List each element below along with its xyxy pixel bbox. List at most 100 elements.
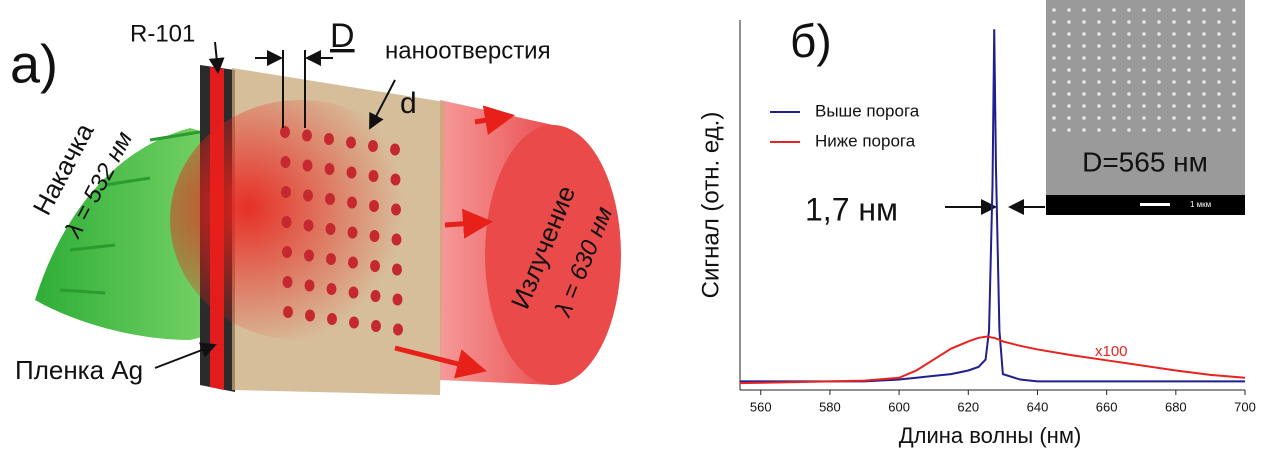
sem-hole (1052, 128, 1056, 132)
sem-hole (1112, 20, 1116, 24)
sem-hole (1172, 80, 1176, 84)
sem-hole (1187, 8, 1191, 12)
sem-hole (1172, 128, 1176, 132)
x-tick-label: 660 (1096, 399, 1118, 414)
sem-hole (1112, 56, 1116, 60)
sem-hole (1202, 92, 1206, 96)
sem-hole (1067, 80, 1071, 84)
sem-hole (1127, 128, 1131, 132)
sem-hole (1082, 56, 1086, 60)
hole (304, 220, 314, 232)
hole (391, 204, 401, 216)
sem-hole (1202, 44, 1206, 48)
sem-hole (1127, 116, 1131, 120)
sem-hole (1097, 20, 1101, 24)
sem-image (1046, 0, 1245, 215)
sem-hole (1202, 80, 1206, 84)
sem-hole (1082, 80, 1086, 84)
sem-hole (1082, 32, 1086, 36)
sem-hole (1142, 116, 1146, 120)
sem-hole (1097, 80, 1101, 84)
sem-hole (1067, 128, 1071, 132)
page: а) R-101 D наноотверстия d Накачка λ = 5… (0, 0, 1266, 450)
sem-hole (1172, 116, 1176, 120)
sem-hole (1217, 44, 1221, 48)
sem-hole (1127, 80, 1131, 84)
hole (393, 324, 403, 336)
sem-hole (1187, 32, 1191, 36)
hole (370, 230, 380, 242)
sem-hole (1172, 68, 1176, 72)
sem-hole (1097, 56, 1101, 60)
sem-hole (1157, 92, 1161, 96)
sem-hole (1187, 116, 1191, 120)
x-tick-label: 560 (750, 399, 772, 414)
sem-hole (1052, 20, 1056, 24)
sem-hole (1172, 8, 1176, 12)
sem-hole (1202, 116, 1206, 120)
hole (368, 140, 378, 152)
sem-hole (1217, 68, 1221, 72)
sem-hole (1232, 8, 1236, 12)
sem-hole (1142, 92, 1146, 96)
sem-hole (1127, 68, 1131, 72)
sem-hole (1202, 104, 1206, 108)
hole (280, 126, 290, 138)
hole (391, 174, 401, 186)
sem-hole (1157, 80, 1161, 84)
inset: 1 мкм D=565 нм (1046, 0, 1245, 215)
sem-hole (1202, 68, 1206, 72)
annotation: x100 (1095, 343, 1128, 360)
sem-hole (1202, 128, 1206, 132)
x-tick-label: 580 (819, 399, 841, 414)
chart: б) Сигнал (отн. ед.) Длина волны (нм) 1 … (697, 0, 1256, 448)
hole (327, 313, 337, 325)
hole (392, 234, 402, 246)
hole (305, 280, 315, 292)
sem-hole (1097, 68, 1101, 72)
sem-hole (1127, 32, 1131, 36)
sem-hole (1082, 44, 1086, 48)
sem-hole (1142, 32, 1146, 36)
sem-hole (1067, 68, 1071, 72)
sem-hole (1112, 32, 1116, 36)
sem-hole (1217, 8, 1221, 12)
x-tick-label: 700 (1234, 399, 1256, 414)
sem-hole (1187, 20, 1191, 24)
glow (170, 100, 430, 340)
sem-hole (1232, 92, 1236, 96)
x-tick-label: 600 (888, 399, 910, 414)
hole (303, 190, 313, 202)
sem-hole (1052, 44, 1056, 48)
sem-hole (1217, 128, 1221, 132)
hole (324, 133, 334, 145)
sem-hole (1187, 44, 1191, 48)
sem-hole (1067, 8, 1071, 12)
sem-hole (1112, 116, 1116, 120)
sem-hole (1232, 104, 1236, 108)
sem-hole (1187, 80, 1191, 84)
label: D (330, 17, 355, 55)
sem-hole (1097, 8, 1101, 12)
sem-hole (1112, 8, 1116, 12)
sem-hole (1157, 116, 1161, 120)
hole (326, 223, 336, 235)
hole (325, 193, 335, 205)
sem-hole (1232, 32, 1236, 36)
scale-bar (1140, 203, 1170, 206)
sem-hole (1052, 8, 1056, 12)
sem-hole (1127, 44, 1131, 48)
sem-hole (1052, 92, 1056, 96)
hole (349, 287, 359, 299)
diagram: а) R-101 D наноотверстия d Накачка λ = 5… (10, 17, 621, 395)
figure: а) R-101 D наноотверстия d Накачка λ = 5… (0, 0, 1266, 450)
label: наноотверстия (385, 37, 551, 64)
sem-hole (1217, 56, 1221, 60)
sem-hole (1172, 44, 1176, 48)
hole (302, 130, 312, 142)
sem-hole (1067, 104, 1071, 108)
hole (371, 290, 381, 302)
sem-hole (1052, 68, 1056, 72)
sem-hole (1217, 116, 1221, 120)
sem-hole (1142, 80, 1146, 84)
